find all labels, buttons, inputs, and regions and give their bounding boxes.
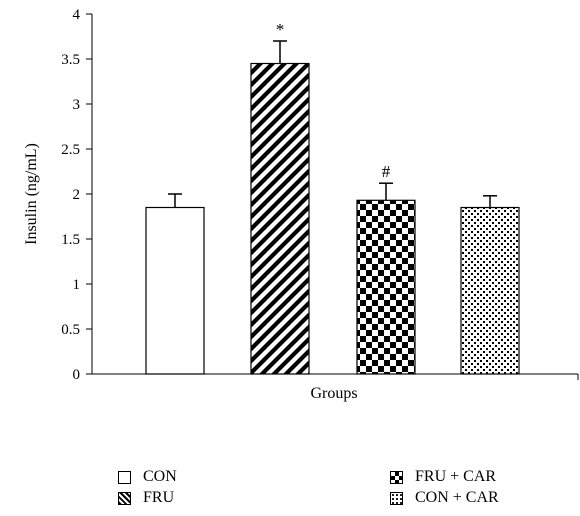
bar-con-car	[460, 206, 520, 375]
x-axis-title: Groups	[310, 385, 357, 402]
y-tick-label: 2	[73, 187, 81, 203]
bar-fru-car	[356, 199, 416, 375]
legend-swatch-con-car	[390, 491, 403, 505]
legend-item-fru: FRU	[118, 489, 174, 507]
legend-swatch-fru-car	[390, 470, 403, 484]
bar-con	[145, 206, 205, 375]
y-tick-label: 3	[73, 97, 81, 113]
legend-swatch-con	[118, 470, 131, 484]
legend-item-fru-car: FRU + CAR	[390, 468, 496, 486]
y-tick-label: 3.5	[61, 52, 80, 68]
significance-mark-fru: *	[276, 20, 285, 39]
y-tick-label: 4	[73, 7, 81, 23]
significance-mark-fru-car: #	[382, 162, 391, 181]
legend-item-con-car: CON + CAR	[390, 489, 499, 507]
legend-item-con: CON	[118, 468, 177, 486]
y-tick-label: 0	[73, 367, 81, 383]
y-tick-label: 1.5	[61, 232, 80, 248]
y-tick-label: 2.5	[61, 142, 80, 158]
y-axis-title: Insulin (ng/mL)	[23, 143, 40, 245]
y-tick-label: 1	[73, 277, 81, 293]
legend-label-con: CON	[143, 468, 177, 485]
y-tick-label: 0.5	[61, 322, 80, 338]
legend-label-fru-car: FRU + CAR	[415, 468, 497, 485]
legend-swatch-fru	[118, 491, 131, 505]
legend-label-con-car: CON + CAR	[415, 489, 499, 506]
legend-label-fru: FRU	[143, 489, 175, 506]
